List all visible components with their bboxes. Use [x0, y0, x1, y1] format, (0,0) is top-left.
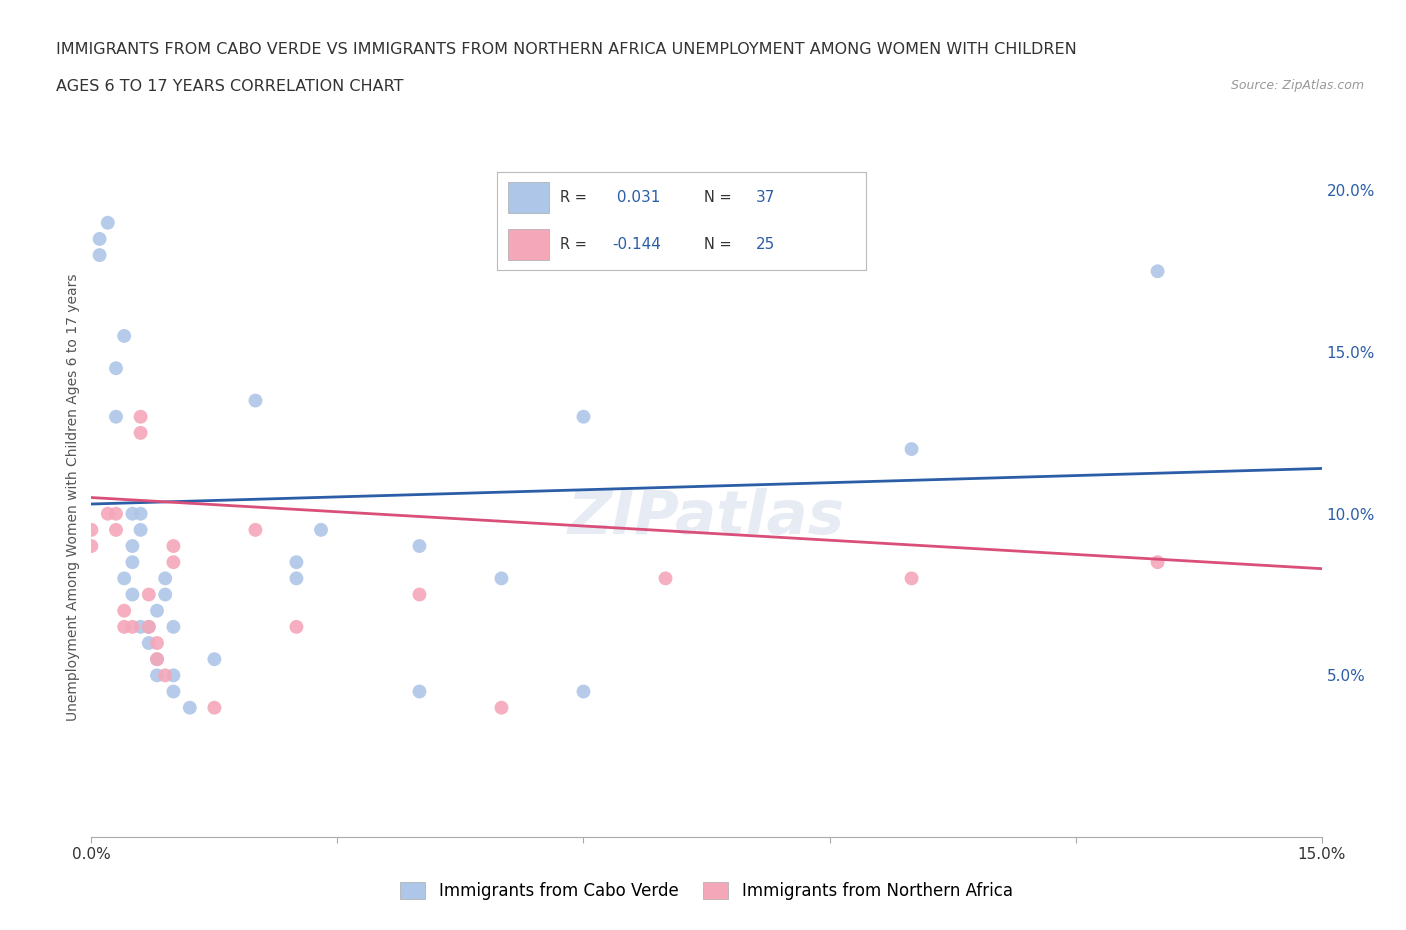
Point — [285, 571, 308, 586]
Point — [245, 393, 267, 408]
Point — [129, 523, 152, 538]
Point — [121, 555, 143, 570]
Point — [89, 247, 111, 262]
Point — [285, 555, 308, 570]
Point — [162, 538, 184, 553]
Point — [900, 442, 922, 457]
Point — [146, 652, 169, 667]
Point — [153, 571, 177, 586]
Point — [162, 668, 184, 683]
Point — [129, 619, 152, 634]
Point — [129, 425, 152, 440]
Point — [153, 587, 177, 602]
Point — [112, 328, 135, 343]
Point — [572, 684, 595, 699]
Legend: Immigrants from Cabo Verde, Immigrants from Northern Africa: Immigrants from Cabo Verde, Immigrants f… — [394, 875, 1019, 907]
Point — [121, 587, 143, 602]
Point — [121, 538, 143, 553]
Point — [285, 619, 308, 634]
Point — [1146, 264, 1168, 279]
Point — [162, 555, 184, 570]
Point — [146, 635, 169, 650]
Point — [491, 700, 513, 715]
Point — [153, 668, 177, 683]
Point — [112, 619, 135, 634]
Point — [491, 571, 513, 586]
Text: ZIPatlas: ZIPatlas — [568, 488, 845, 548]
Point — [138, 587, 160, 602]
Point — [408, 538, 430, 553]
Point — [202, 700, 225, 715]
Point — [121, 506, 143, 521]
Text: Source: ZipAtlas.com: Source: ZipAtlas.com — [1230, 79, 1364, 92]
Point — [202, 652, 225, 667]
Point — [179, 700, 201, 715]
Point — [138, 619, 160, 634]
Point — [121, 619, 143, 634]
Point — [162, 684, 184, 699]
Point — [129, 409, 152, 424]
Point — [105, 506, 127, 521]
Point — [112, 604, 135, 618]
Point — [572, 409, 595, 424]
Point — [138, 635, 160, 650]
Point — [408, 587, 430, 602]
Point — [105, 523, 127, 538]
Point — [89, 232, 111, 246]
Point — [105, 361, 127, 376]
Point — [105, 409, 127, 424]
Point — [408, 684, 430, 699]
Point — [162, 619, 184, 634]
Point — [97, 216, 120, 231]
Point — [146, 652, 169, 667]
Point — [97, 506, 120, 521]
Text: AGES 6 TO 17 YEARS CORRELATION CHART: AGES 6 TO 17 YEARS CORRELATION CHART — [56, 79, 404, 94]
Point — [900, 571, 922, 586]
Text: IMMIGRANTS FROM CABO VERDE VS IMMIGRANTS FROM NORTHERN AFRICA UNEMPLOYMENT AMONG: IMMIGRANTS FROM CABO VERDE VS IMMIGRANTS… — [56, 42, 1077, 57]
Point — [112, 571, 135, 586]
Point — [146, 668, 169, 683]
Y-axis label: Unemployment Among Women with Children Ages 6 to 17 years: Unemployment Among Women with Children A… — [66, 273, 80, 722]
Point — [129, 506, 152, 521]
Point — [80, 523, 103, 538]
Point — [654, 571, 676, 586]
Point — [80, 538, 103, 553]
Point — [1146, 555, 1168, 570]
Point — [245, 523, 267, 538]
Point — [138, 619, 160, 634]
Point — [146, 604, 169, 618]
Point — [309, 523, 332, 538]
